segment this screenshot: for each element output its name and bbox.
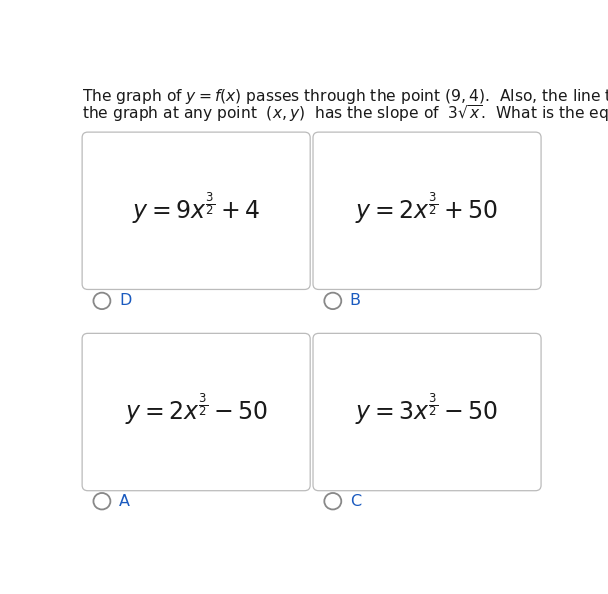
FancyBboxPatch shape bbox=[82, 333, 310, 491]
Text: C: C bbox=[350, 494, 361, 508]
Text: D: D bbox=[119, 293, 131, 308]
Text: A: A bbox=[119, 494, 130, 508]
Text: $y = 3x^{\frac{3}{2}} - 50$: $y = 3x^{\frac{3}{2}} - 50$ bbox=[356, 391, 499, 426]
Text: B: B bbox=[350, 293, 361, 308]
FancyBboxPatch shape bbox=[313, 333, 541, 491]
Text: the graph at any point  $(x, y)$  has the slope of  $3\sqrt{x}$.  What is the eq: the graph at any point $(x, y)$ has the … bbox=[81, 103, 608, 124]
Text: $y = 9x^{\frac{3}{2}} + 4$: $y = 9x^{\frac{3}{2}} + 4$ bbox=[132, 190, 260, 226]
Text: $y = 2x^{\frac{3}{2}} - 50$: $y = 2x^{\frac{3}{2}} - 50$ bbox=[125, 391, 268, 426]
Text: The graph of $y = f(x)$ passes through the point $(9,4)$.  Also, the line tangen: The graph of $y = f(x)$ passes through t… bbox=[81, 87, 608, 106]
FancyBboxPatch shape bbox=[82, 132, 310, 289]
Text: $y = 2x^{\frac{3}{2}} + 50$: $y = 2x^{\frac{3}{2}} + 50$ bbox=[356, 190, 499, 226]
FancyBboxPatch shape bbox=[313, 132, 541, 289]
